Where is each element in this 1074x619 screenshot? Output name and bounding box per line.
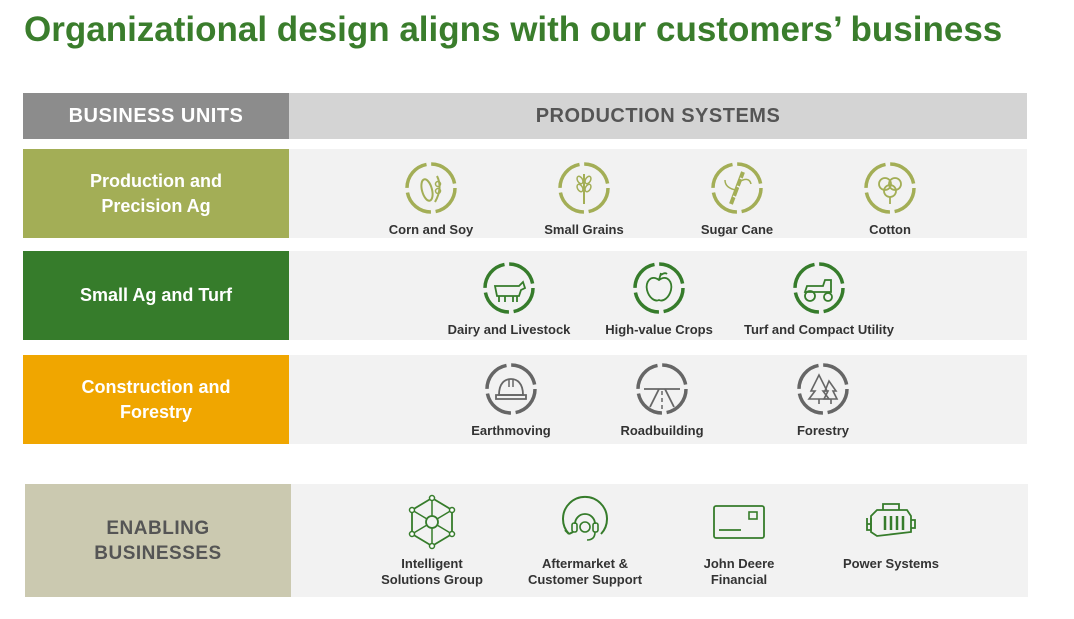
item-forestry: Forestry [738,361,908,439]
item-label: Aftermarket & Customer Support [527,556,643,587]
wheat-icon [558,162,610,214]
item-label: Corn and Soy [388,222,474,237]
apple-icon [633,262,685,314]
item-label: John Deere Financial [703,556,775,587]
item-label: Forestry [796,423,850,438]
item-intelligent-solutions-group: Intelligent Solutions Group [347,494,517,588]
tractor-icon [793,262,845,314]
row-label-production-precision-ag: Production and Precision Ag [23,149,289,238]
item-power-systems: Power Systems [806,494,976,572]
item-label: Cotton [869,222,911,237]
road-icon [636,363,688,415]
credit-card-icon [713,505,765,539]
row-small-ag-turf [289,251,1027,340]
network-icon [408,494,456,550]
item-label: Small Grains [544,222,624,237]
business-units-header: BUSINESS UNITS [23,93,289,139]
production-systems-header: PRODUCTION SYSTEMS [289,93,1027,139]
row-enabling-businesses [291,484,1028,597]
item-label: Roadbuilding [620,423,704,438]
cotton-icon [864,162,916,214]
cow-icon [483,262,535,314]
item-label: Intelligent Solutions Group [381,556,483,587]
item-dairy-livestock: Dairy and Livestock [424,260,594,338]
item-high-value-crops: High-value Crops [574,260,744,338]
item-label: High-value Crops [605,322,713,337]
item-label: Dairy and Livestock [447,322,571,337]
corn-soy-icon [405,162,457,214]
enabling-businesses-label: ENABLING BUSINESSES [25,484,291,597]
item-sugar-cane: Sugar Cane [652,160,822,238]
headset-icon [562,495,608,541]
item-label: Power Systems [842,556,940,571]
row-label-construction-forestry: Construction and Forestry [23,355,289,444]
item-label: Sugar Cane [700,222,774,237]
item-roadbuilding: Roadbuilding [577,361,747,439]
item-john-deere-financial: John Deere Financial [654,494,824,588]
item-earthmoving: Earthmoving [426,361,596,439]
item-cotton: Cotton [805,160,975,238]
row-label-small-ag-turf: Small Ag and Turf [23,251,289,340]
trees-icon [797,363,849,415]
row-construction-forestry [289,355,1027,444]
sugar-cane-icon [711,162,763,214]
item-label: Earthmoving [471,423,551,438]
engine-icon [866,503,916,537]
row-production-precision-ag [289,149,1027,238]
item-small-grains: Small Grains [499,160,669,238]
page-title: Organizational design aligns with our cu… [24,10,1003,49]
hardhat-icon [485,363,537,415]
enabling-businesses-text: ENABLING BUSINESSES [94,517,222,564]
item-aftermarket-customer-support: Aftermarket & Customer Support [500,494,670,588]
item-corn-soy: Corn and Soy [346,160,516,238]
item-label: Turf and Compact Utility [744,322,894,337]
item-turf-compact-utility: Turf and Compact Utility [734,260,904,338]
